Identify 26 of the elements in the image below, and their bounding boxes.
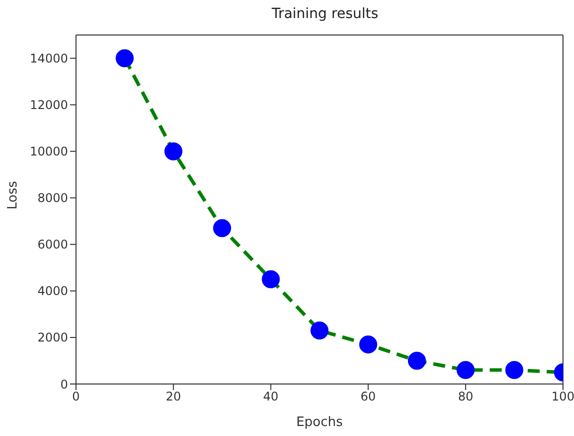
x-tick-label: 40 [263, 390, 278, 404]
point [164, 142, 182, 160]
point [262, 270, 280, 288]
point [456, 361, 475, 380]
chart-title: Training results [270, 6, 380, 22]
y-axis-title: Loss [6, 180, 21, 210]
x-tick-label: 60 [360, 390, 376, 404]
y-tick-label: 6000 [37, 238, 68, 252]
x-axis-title: Epochs [296, 415, 344, 430]
y-tick-label: 12000 [30, 98, 68, 112]
point [505, 361, 524, 380]
point [213, 219, 232, 238]
point [359, 335, 378, 354]
point [310, 321, 328, 340]
x-tick-label: 80 [458, 390, 474, 404]
point [116, 49, 134, 68]
x-tick-label: 0 [72, 390, 80, 404]
y-tick-label: 14000 [30, 52, 68, 66]
y-tick-label: 10000 [30, 144, 68, 159]
y-tick-label: 2000 [37, 330, 68, 345]
y-tick-label: 8000 [37, 191, 68, 206]
x-tick-label: 100 [552, 390, 574, 404]
point [408, 352, 426, 370]
y-tick-label: 0 [60, 377, 68, 392]
y-tick-label: 4000 [37, 284, 68, 298]
x-tick-label: 20 [166, 390, 182, 404]
